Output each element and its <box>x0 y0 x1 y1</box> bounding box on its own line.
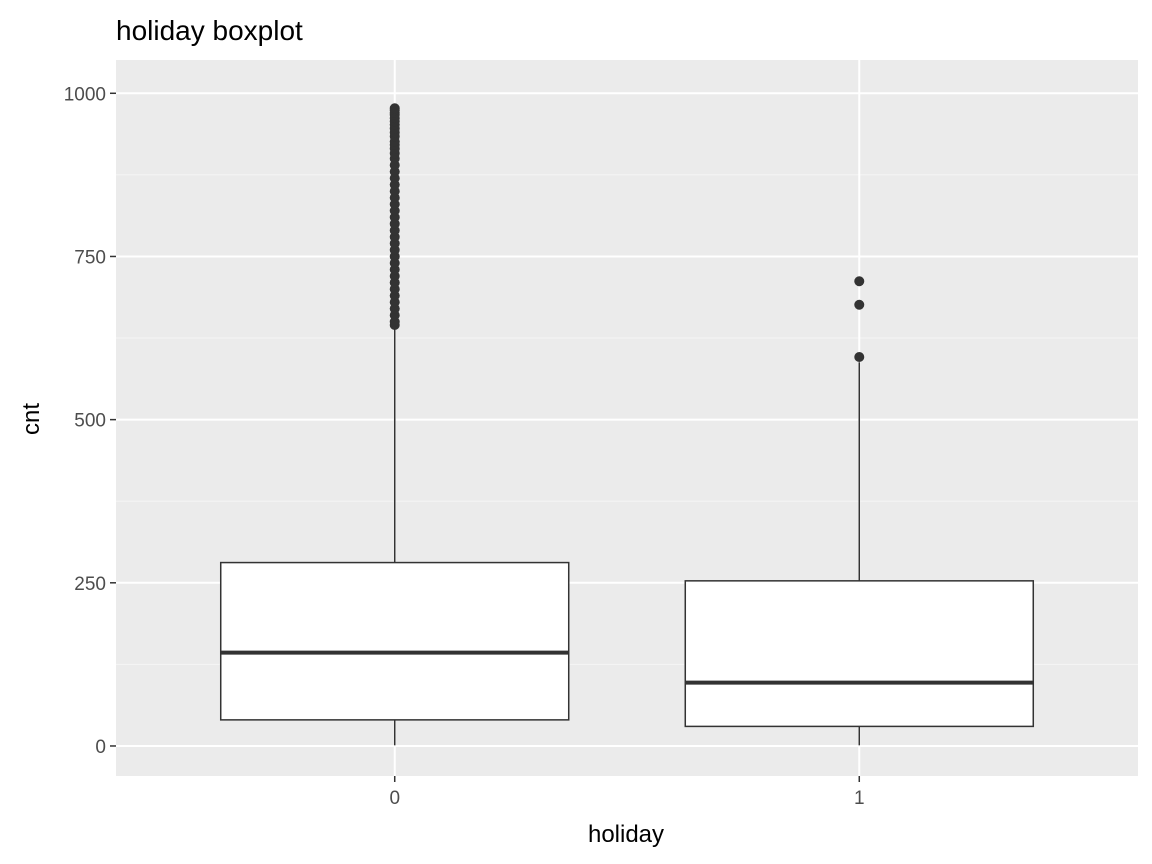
outlier-point <box>854 276 865 287</box>
x-tick-label: 1 <box>854 788 865 809</box>
y-tick-label: 0 <box>95 737 106 758</box>
y-tick-label: 500 <box>74 411 106 432</box>
y-axis-title: cnt <box>18 403 45 435</box>
x-tick-label: 0 <box>389 788 400 809</box>
box-group-0 <box>219 103 570 746</box>
iqr-box <box>684 580 1035 728</box>
y-tick-label: 1000 <box>64 84 106 105</box>
iqr-box <box>219 561 570 721</box>
outlier-point <box>389 103 400 114</box>
outlier-point <box>854 351 865 362</box>
chart-title: holiday boxplot <box>116 15 303 46</box>
x-axis-title: holiday <box>588 821 664 848</box>
outlier-point <box>854 299 865 310</box>
y-tick-label: 250 <box>74 574 106 595</box>
box-group-1 <box>684 276 1035 746</box>
y-tick-label: 750 <box>74 247 106 268</box>
